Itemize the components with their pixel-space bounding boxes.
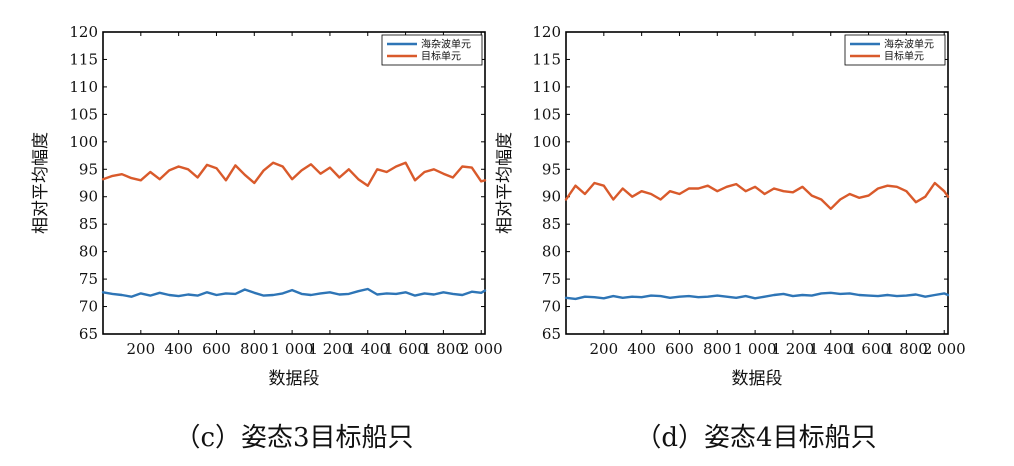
series-line-target [101,161,487,187]
y-tick-label: 105 [69,105,98,123]
x-tick-label: 1 200 [771,340,814,358]
y-tick-label: 65 [542,325,561,343]
y-tick-label: 105 [532,105,561,123]
x-tick-label: 600 [665,340,694,358]
y-tick-label: 75 [79,270,98,288]
x-tick-label: 1 400 [346,340,389,358]
chart-panel-d: 65 70 75 80 85 90 95 100 105 110 115 120 200 400 600 80… [495,23,966,453]
y-tick-label: 85 [542,215,561,233]
x-tick-label: 1 800 [422,340,465,358]
x-tick-label: 1 400 [809,340,852,358]
y-tick-label: 100 [69,133,98,151]
y-axis-title: 相对平均幅度 [31,132,51,234]
series-line-sea-clutter [564,291,950,301]
y-tick-label: 90 [542,188,561,206]
x-tick-label: 1 000 [271,340,314,358]
panel-caption: （d）姿态4目标船只 [635,423,876,453]
y-tick-label: 80 [542,243,561,261]
y-tick-label: 110 [532,78,561,96]
x-tick-label: 400 [164,340,193,358]
x-tick-label: 1 000 [734,340,777,358]
x-tick-label: 1 200 [308,340,351,358]
x-tick-label: 600 [202,340,231,358]
x-tick-label: 2 000 [460,340,503,358]
y-tick-label: 115 [532,50,561,68]
x-tick-label: 1 800 [885,340,928,358]
y-tick-label: 100 [532,133,561,151]
x-tick-label: 1 600 [384,340,427,358]
legend-label: 海杂波单元 [884,38,934,51]
x-tick-label: 1 600 [847,340,890,358]
y-tick-label: 70 [542,298,561,316]
x-axis-title: 数据段 [269,369,320,389]
x-tick-label: 800 [240,340,269,358]
series-line-sea-clutter [101,287,487,298]
legend-label: 目标单元 [421,51,461,63]
plot-frame [102,31,486,335]
y-tick-label: 95 [79,160,98,178]
legend-box [844,34,946,66]
x-tick-label: 400 [627,340,656,358]
chart-panel-c: 65 70 75 80 85 90 95 100 105 110 115 120 200 400 600 80… [31,23,503,453]
y-tick-label: 85 [79,215,98,233]
x-tick-label: 800 [703,340,732,358]
y-tick-label: 75 [542,270,561,288]
y-tick-label: 120 [532,23,561,41]
y-tick-label: 70 [79,298,98,316]
y-tick-label: 115 [69,50,98,68]
y-tick-label: 80 [79,243,98,261]
x-axis-title: 数据段 [732,369,783,389]
x-tick-label: 200 [127,340,156,358]
panel-caption: （c）姿态3目标船只 [174,423,413,453]
y-tick-label: 65 [79,325,98,343]
legend-label: 海杂波单元 [421,38,471,51]
plot-frame [565,31,949,335]
y-axis-title: 相对平均幅度 [495,132,515,234]
x-tick-label: 2 000 [923,340,966,358]
series-line-target [564,181,950,211]
legend-label: 目标单元 [884,51,924,63]
y-tick-label: 120 [69,23,98,41]
y-tick-label: 90 [79,188,98,206]
legend-box [381,34,483,66]
y-tick-label: 110 [69,78,98,96]
x-tick-label: 200 [590,340,619,358]
y-tick-label: 95 [542,160,561,178]
